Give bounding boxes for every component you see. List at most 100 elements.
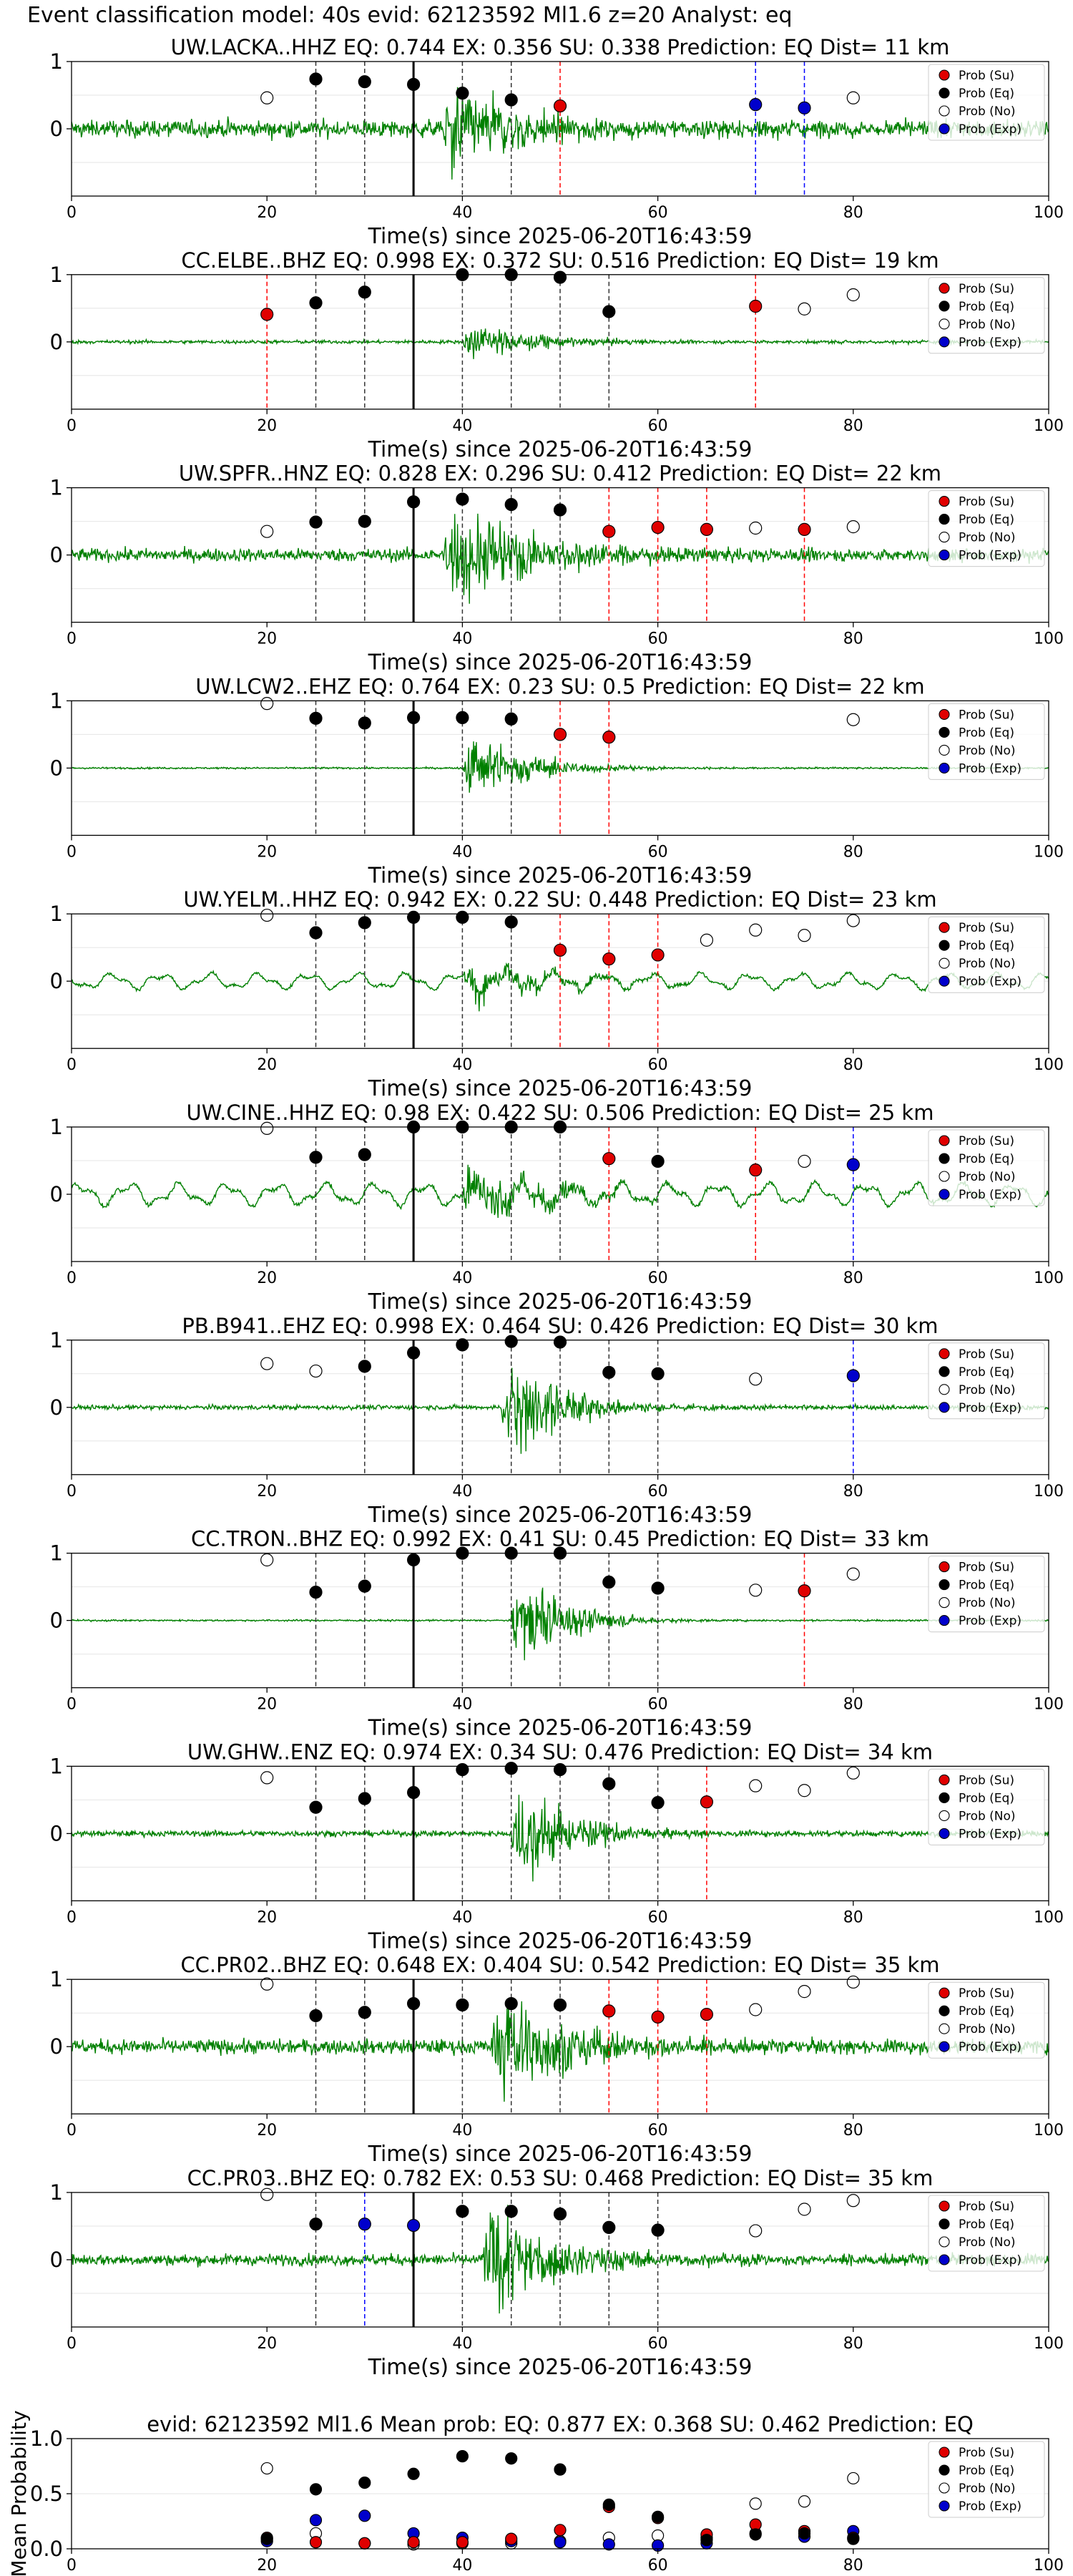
legend-label: Prob (No) <box>959 531 1016 545</box>
x-tick-label: 40 <box>452 1056 472 1074</box>
legend-marker-no <box>939 318 950 330</box>
legend-marker-exp <box>939 762 950 774</box>
point-eq <box>309 2218 323 2231</box>
x-tick-label: 80 <box>843 1696 863 1714</box>
legend-label: Prob (No) <box>959 318 1016 332</box>
panel-5: UW.YELM..HHZ EQ: 0.942 EX: 0.22 SU: 0.44… <box>50 887 1064 1101</box>
point-no <box>846 520 860 534</box>
x-tick-label: 40 <box>452 630 472 648</box>
legend-box <box>928 1129 1045 1206</box>
point-eq <box>406 910 421 924</box>
point-eq <box>358 716 371 730</box>
panel-2: CC.ELBE..BHZ EQ: 0.998 EX: 0.372 SU: 0.5… <box>50 248 1064 462</box>
panel-title: UW.LCW2..EHZ EQ: 0.764 EX: 0.23 SU: 0.5 … <box>195 674 924 698</box>
legend-marker-exp <box>939 1402 950 1413</box>
legend-box <box>928 1768 1045 1845</box>
legend: Prob (Su) Prob (Eq) Prob (No) Prob (Exp) <box>928 1556 1045 1633</box>
legend: Prob (Su) Prob (Eq) Prob (No) Prob (Exp) <box>928 1342 1045 1420</box>
x-tick-label: 20 <box>257 204 277 222</box>
point-su <box>700 1795 714 1809</box>
y-tick-label: 1 <box>50 1541 63 1566</box>
x-tick-label: 100 <box>1034 417 1064 435</box>
y-tick-label: 1 <box>50 1967 63 1991</box>
x-axis-label: Time(s) since 2025-06-20T16:43:59 <box>368 2355 753 2380</box>
legend-marker-su <box>939 496 950 507</box>
point-su <box>700 522 714 536</box>
point-eq <box>700 2534 713 2547</box>
panel-title: evid: 62123592 Ml1.6 Mean prob: EQ: 0.87… <box>147 2412 974 2436</box>
y-tick-label: 0 <box>50 1609 63 1633</box>
point-su <box>358 2537 371 2550</box>
point-no <box>798 929 811 942</box>
x-tick-label: 80 <box>843 204 863 222</box>
point-eq <box>309 926 323 940</box>
x-axis-label: Time(s) since 2025-06-20T16:43:59 <box>368 650 753 675</box>
legend-label: Prob (No) <box>959 2022 1016 2036</box>
point-eq <box>309 296 323 310</box>
point-eq <box>406 1553 421 1567</box>
point-exp <box>602 2538 615 2551</box>
y-tick-label: 1 <box>50 2180 63 2205</box>
point-no <box>260 1357 274 1370</box>
y-tick-label: 1 <box>50 688 63 713</box>
legend-marker-exp <box>939 2254 950 2265</box>
legend-marker-exp <box>939 336 950 348</box>
legend-marker-eq <box>939 1153 950 1164</box>
legend-marker-exp <box>939 1828 950 1839</box>
legend-marker-eq <box>939 87 950 99</box>
point-eq <box>504 915 518 929</box>
x-tick-label: 0 <box>67 2557 77 2575</box>
point-eq <box>358 1579 371 1593</box>
point-no <box>749 2003 763 2016</box>
legend: Prob (Su) Prob (Eq) Prob (No) Prob (Exp) <box>928 64 1045 141</box>
x-tick-label: 80 <box>843 630 863 648</box>
legend-marker-su <box>939 922 950 933</box>
legend-label: Prob (Su) <box>959 1773 1014 1787</box>
panel-title: UW.YELM..HHZ EQ: 0.942 EX: 0.22 SU: 0.44… <box>183 887 936 912</box>
point-eq <box>456 2450 469 2463</box>
x-tick-label: 80 <box>843 1483 863 1501</box>
legend-marker-eq <box>939 2005 950 2016</box>
x-axis-label: Time(s) since 2025-06-20T16:43:59 <box>368 224 753 249</box>
legend-label: Prob (Exp) <box>959 549 1021 563</box>
point-eq <box>407 2467 420 2480</box>
x-tick-label: 100 <box>1034 1908 1064 1926</box>
y-tick-label: 0.0 <box>30 2537 63 2561</box>
legend-label: Prob (No) <box>959 2235 1016 2250</box>
panel-9: UW.GHW..ENZ EQ: 0.974 EX: 0.34 SU: 0.476… <box>50 1740 1064 1953</box>
x-tick-label: 0 <box>67 1908 77 1926</box>
x-tick-label: 60 <box>648 2335 668 2353</box>
point-no <box>749 2224 763 2238</box>
x-tick-label: 80 <box>843 1269 863 1287</box>
legend-marker-su <box>939 1348 950 1360</box>
y-tick-label: 0 <box>50 543 63 567</box>
legend-label: Prob (Eq) <box>959 513 1014 527</box>
legend-label: Prob (Su) <box>959 708 1014 722</box>
legend-marker-exp <box>939 2500 950 2512</box>
x-tick-label: 40 <box>452 417 472 435</box>
x-tick-label: 60 <box>648 1908 668 1926</box>
legend-marker-no <box>939 1810 950 1821</box>
point-eq <box>553 503 567 517</box>
legend-marker-no <box>939 105 950 117</box>
legend: Prob (Su) Prob (Eq) Prob (No) Prob (Exp) <box>928 703 1045 780</box>
legend-label: Prob (Su) <box>959 1134 1014 1148</box>
waveform-trace <box>72 85 1049 180</box>
x-tick-label: 20 <box>257 1696 277 1714</box>
point-no <box>798 2202 811 2216</box>
legend-label: Prob (Exp) <box>959 1188 1021 1202</box>
panel-title: UW.LACKA..HHZ EQ: 0.744 EX: 0.356 SU: 0.… <box>171 35 950 59</box>
point-eq <box>651 1796 665 1810</box>
point-no <box>846 914 860 927</box>
point-eq <box>406 1785 421 1800</box>
point-no <box>749 1584 763 1597</box>
legend-marker-su <box>939 69 950 81</box>
point-eq <box>456 2205 469 2218</box>
x-tick-label: 0 <box>67 2335 77 2353</box>
legend-box <box>928 277 1045 354</box>
legend-marker-eq <box>939 301 950 312</box>
x-tick-label: 0 <box>67 1696 77 1714</box>
point-eq <box>602 1365 616 1380</box>
x-tick-label: 0 <box>67 1056 77 1074</box>
point-eq <box>456 87 469 100</box>
